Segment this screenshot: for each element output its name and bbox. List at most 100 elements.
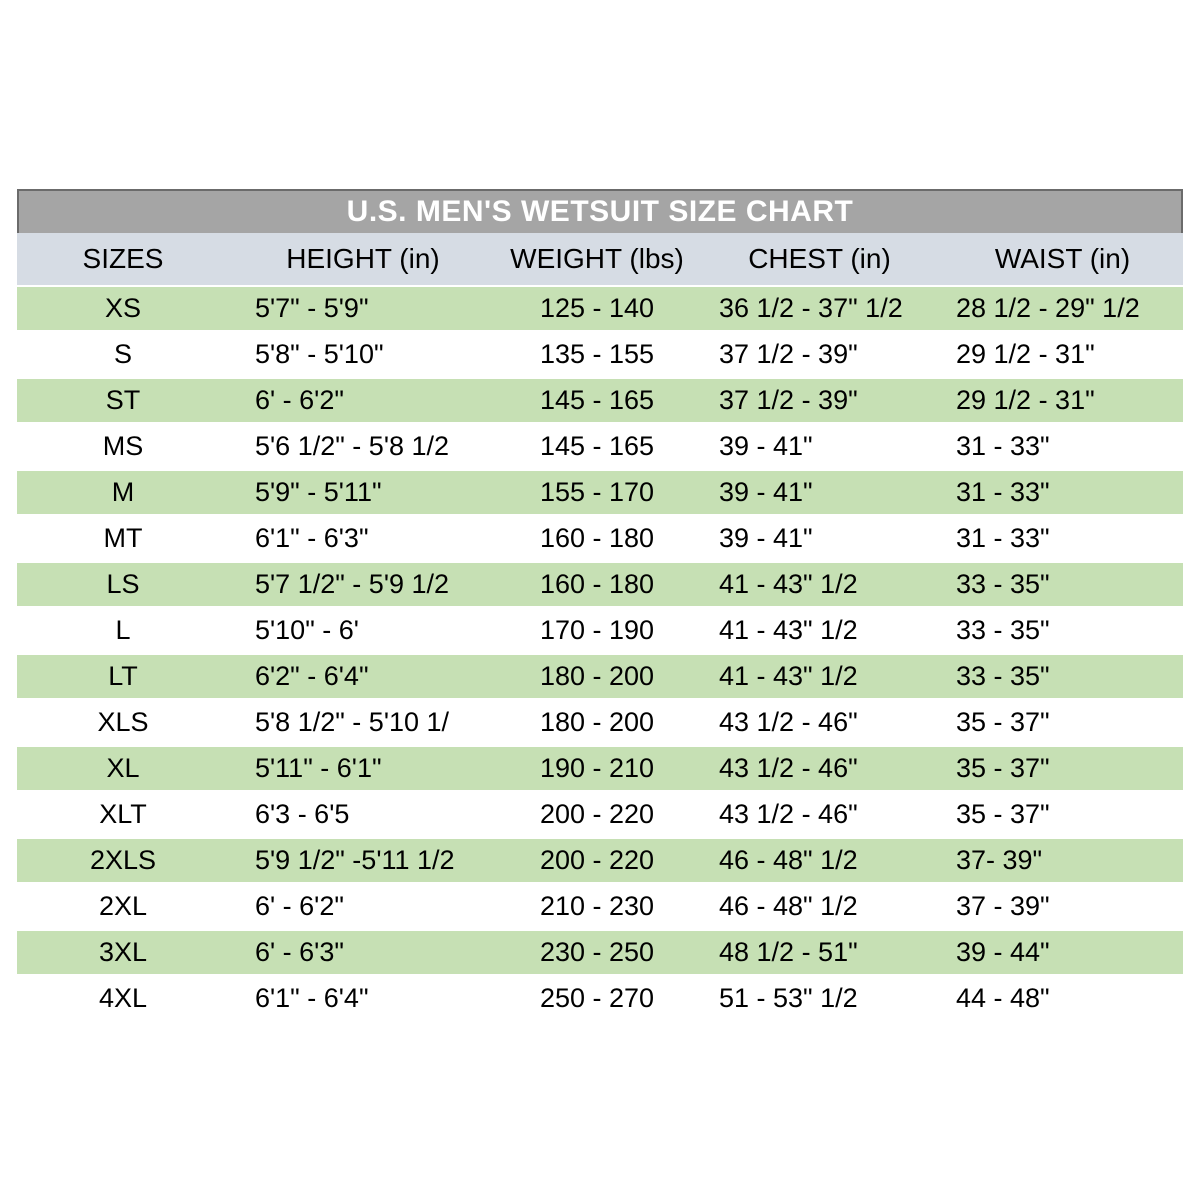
cell-height: 5'11" - 6'1" bbox=[255, 753, 382, 783]
cell-waist: 39 - 44" bbox=[956, 937, 1050, 967]
cell-height: 6'2" - 6'4" bbox=[255, 661, 369, 691]
cell-height: 5'7" - 5'9" bbox=[255, 293, 369, 323]
cell-height: 6'1" - 6'4" bbox=[255, 983, 369, 1013]
cell-chest: 46 - 48" 1/2 bbox=[719, 845, 858, 875]
cell-weight: 230 - 250 bbox=[539, 937, 655, 967]
size-chart: U.S. MEN'S WETSUIT SIZE CHART SIZES HEIG… bbox=[17, 189, 1183, 1023]
cell-chest: 41 - 43" 1/2 bbox=[719, 615, 858, 645]
cell-size: XLS bbox=[97, 707, 149, 737]
cell-size: S bbox=[113, 339, 132, 369]
cell-weight: 210 - 230 bbox=[539, 891, 655, 921]
cell-height: 6' - 6'2" bbox=[255, 891, 344, 921]
cell-chest: 41 - 43" 1/2 bbox=[719, 569, 858, 599]
cell-weight: 250 - 270 bbox=[539, 983, 655, 1013]
cell-size: 2XLS bbox=[89, 845, 157, 875]
table-row: LS 5'7 1/2" - 5'9 1/2 160 - 180 41 - 43"… bbox=[17, 563, 1183, 606]
table-row: S 5'8" - 5'10" 135 - 155 37 1/2 - 39" 29… bbox=[17, 333, 1183, 376]
cell-chest: 37 1/2 - 39" bbox=[719, 385, 858, 415]
cell-height: 5'8" - 5'10" bbox=[255, 339, 384, 369]
table-header-row: SIZES HEIGHT (in) WEIGHT (lbs) CHEST (in… bbox=[17, 233, 1183, 285]
cell-size: XS bbox=[104, 293, 142, 323]
cell-waist: 37- 39" bbox=[956, 845, 1043, 875]
cell-size: XLT bbox=[99, 799, 147, 829]
cell-size: LS bbox=[106, 569, 140, 599]
cell-waist: 31 - 33" bbox=[956, 431, 1050, 461]
cell-weight: 160 - 180 bbox=[539, 523, 655, 553]
cell-height: 6' - 6'3" bbox=[255, 937, 344, 967]
cell-weight: 170 - 190 bbox=[539, 615, 655, 645]
table-row: 4XL 6'1" - 6'4" 250 - 270 51 - 53" 1/2 4… bbox=[17, 977, 1183, 1020]
cell-height: 5'8 1/2" - 5'10 1/ bbox=[255, 707, 450, 737]
table-row: MT 6'1" - 6'3" 160 - 180 39 - 41" 31 - 3… bbox=[17, 517, 1183, 560]
cell-height: 5'9" - 5'11" bbox=[255, 477, 382, 507]
table-row: L 5'10" - 6' 170 - 190 41 - 43" 1/2 33 -… bbox=[17, 609, 1183, 652]
cell-chest: 46 - 48" 1/2 bbox=[719, 891, 858, 921]
cell-waist: 33 - 35" bbox=[956, 661, 1050, 691]
cell-weight: 190 - 210 bbox=[539, 753, 655, 783]
cell-weight: 145 - 165 bbox=[539, 431, 655, 461]
table-row: XLS 5'8 1/2" - 5'10 1/ 180 - 200 43 1/2 … bbox=[17, 701, 1183, 744]
cell-height: 5'9 1/2" -5'11 1/2 bbox=[255, 845, 455, 875]
cell-chest: 39 - 41" bbox=[719, 477, 813, 507]
cell-chest: 39 - 41" bbox=[719, 431, 813, 461]
cell-waist: 35 - 37" bbox=[956, 753, 1050, 783]
cell-weight: 155 - 170 bbox=[539, 477, 655, 507]
cell-waist: 37 - 39" bbox=[956, 891, 1050, 921]
cell-height: 5'6 1/2" - 5'8 1/2 bbox=[255, 431, 450, 461]
cell-waist: 29 1/2 - 31" bbox=[956, 339, 1095, 369]
cell-waist: 33 - 35" bbox=[956, 569, 1050, 599]
cell-height: 6' - 6'2" bbox=[255, 385, 344, 415]
cell-height: 5'10" - 6' bbox=[255, 615, 359, 645]
table-row: 2XLS 5'9 1/2" -5'11 1/2 200 - 220 46 - 4… bbox=[17, 839, 1183, 882]
cell-waist: 29 1/2 - 31" bbox=[956, 385, 1095, 415]
cell-size: MT bbox=[103, 523, 143, 553]
cell-size: M bbox=[111, 477, 135, 507]
table-row: M 5'9" - 5'11" 155 - 170 39 - 41" 31 - 3… bbox=[17, 471, 1183, 514]
table-row: ST 6' - 6'2" 145 - 165 37 1/2 - 39" 29 1… bbox=[17, 379, 1183, 422]
cell-chest: 43 1/2 - 46" bbox=[719, 753, 858, 783]
size-table-body: XS 5'7" - 5'9" 125 - 140 36 1/2 - 37" 1/… bbox=[17, 287, 1183, 1020]
cell-weight: 125 - 140 bbox=[539, 293, 655, 323]
cell-waist: 31 - 33" bbox=[956, 523, 1050, 553]
column-header-sizes: SIZES bbox=[82, 243, 164, 274]
cell-weight: 145 - 165 bbox=[539, 385, 655, 415]
table-row: MS 5'6 1/2" - 5'8 1/2 145 - 165 39 - 41"… bbox=[17, 425, 1183, 468]
cell-weight: 160 - 180 bbox=[539, 569, 655, 599]
column-header-waist: WAIST (in) bbox=[994, 243, 1131, 274]
chart-title: U.S. MEN'S WETSUIT SIZE CHART bbox=[17, 189, 1183, 233]
cell-height: 6'1" - 6'3" bbox=[255, 523, 369, 553]
cell-chest: 39 - 41" bbox=[719, 523, 813, 553]
cell-waist: 28 1/2 - 29" 1/2 bbox=[956, 293, 1140, 323]
column-header-height: HEIGHT (in) bbox=[286, 243, 440, 274]
table-row: XS 5'7" - 5'9" 125 - 140 36 1/2 - 37" 1/… bbox=[17, 287, 1183, 330]
table-row: 3XL 6' - 6'3" 230 - 250 48 1/2 - 51" 39 … bbox=[17, 931, 1183, 974]
cell-weight: 200 - 220 bbox=[539, 799, 655, 829]
cell-waist: 44 - 48" bbox=[956, 983, 1050, 1013]
column-header-chest: CHEST (in) bbox=[748, 243, 891, 274]
cell-waist: 33 - 35" bbox=[956, 615, 1050, 645]
column-header-weight: WEIGHT (lbs) bbox=[510, 243, 684, 274]
table-row: LT 6'2" - 6'4" 180 - 200 41 - 43" 1/2 33… bbox=[17, 655, 1183, 698]
cell-height: 5'7 1/2" - 5'9 1/2 bbox=[255, 569, 450, 599]
cell-weight: 200 - 220 bbox=[539, 845, 655, 875]
cell-waist: 35 - 37" bbox=[956, 799, 1050, 829]
cell-size: L bbox=[115, 615, 131, 645]
cell-waist: 31 - 33" bbox=[956, 477, 1050, 507]
cell-chest: 48 1/2 - 51" bbox=[719, 937, 858, 967]
cell-size: MS bbox=[102, 431, 144, 461]
cell-chest: 43 1/2 - 46" bbox=[719, 799, 858, 829]
table-row: XLT 6'3 - 6'5 200 - 220 43 1/2 - 46" 35 … bbox=[17, 793, 1183, 836]
cell-size: 4XL bbox=[98, 983, 148, 1013]
cell-size: 3XL bbox=[98, 937, 148, 967]
cell-weight: 135 - 155 bbox=[539, 339, 655, 369]
cell-chest: 36 1/2 - 37" 1/2 bbox=[719, 293, 903, 323]
cell-chest: 41 - 43" 1/2 bbox=[719, 661, 858, 691]
cell-size: 2XL bbox=[98, 891, 148, 921]
cell-height: 6'3 - 6'5 bbox=[255, 799, 350, 829]
table-row: XL 5'11" - 6'1" 190 - 210 43 1/2 - 46" 3… bbox=[17, 747, 1183, 790]
cell-chest: 43 1/2 - 46" bbox=[719, 707, 858, 737]
cell-chest: 51 - 53" 1/2 bbox=[719, 983, 858, 1013]
cell-chest: 37 1/2 - 39" bbox=[719, 339, 858, 369]
cell-size: LT bbox=[108, 661, 138, 691]
cell-weight: 180 - 200 bbox=[539, 661, 655, 691]
